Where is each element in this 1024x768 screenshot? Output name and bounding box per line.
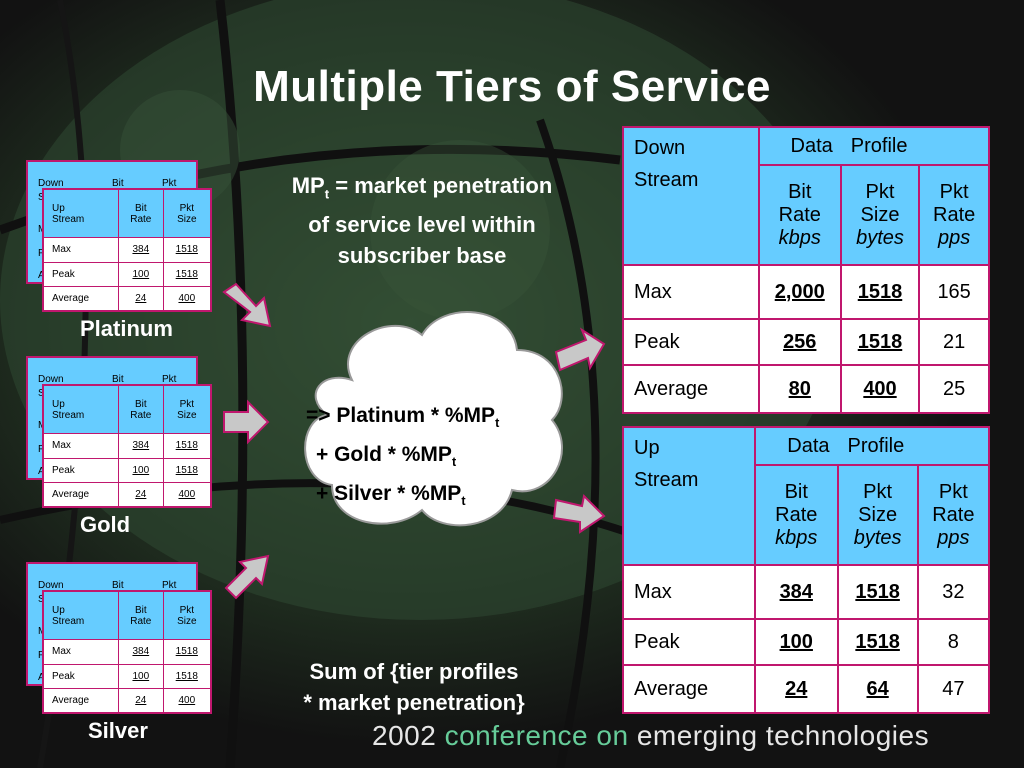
mini-back-p: P [38,650,45,661]
mp-rest: = market penetration [329,173,553,198]
cloud-sub2: t [451,455,457,470]
arrow-gold [223,399,270,445]
table-row: Peak 100 1518 8 [622,618,991,666]
mini-back-l2: S [38,388,45,399]
mini-bit-rate: Bit Rate [118,590,164,641]
sum-line1: Sum of {tier profiles [309,659,519,684]
arrow-to-downstream [554,327,606,372]
mp-line2: of service level within [308,212,536,238]
mini-back-c2: Pkt [162,178,177,189]
mini-bit-rate: Bit Rate [118,188,164,239]
bit-rate-header: Bit Rate kbps [754,464,839,566]
mini-back-l2: S [38,192,45,203]
mini-back-a: A [38,466,45,477]
tier-label: Platinum [80,316,173,341]
bit-rate-header: Bit Rate kbps [757,164,842,266]
arrow-platinum [222,282,272,328]
mini-back-a: A [38,270,45,281]
mp-sub: t [324,186,330,202]
mini-back-p: P [38,444,45,455]
mini-head-label: Up Stream [42,188,119,239]
downstream-table: Down Stream Data Profile Bit Rate kbps Pkt S… [622,126,991,414]
cloud-sub1: t [495,416,500,431]
arrow-to-upstream [552,493,606,534]
tier-label: Gold [80,512,131,537]
mini-row: Average 24 400 [42,286,212,312]
footer-end: emerging technologies [636,720,930,751]
pkt-size-header: Pkt Size bytes [836,464,919,566]
mini-row: Peak 100 1518 [42,663,212,690]
mini-row: Average 24 400 [42,482,212,508]
footer-middle: conference on [436,720,637,751]
mini-head-label: Up Stream [42,384,119,435]
arrow-silver [224,554,270,600]
mini-upstream-table: Up Stream Bit Rate Pkt Size Max 384 1518 Peak 100 1… [42,188,212,312]
table-row: Average 80 400 25 [622,364,990,414]
mini-pkt-size: Pkt Size [162,384,212,435]
table-row: Average 24 64 47 [622,664,991,714]
mini-head-label: Up Stream [42,590,119,641]
table-row: Peak 256 1518 21 [622,318,990,366]
mini-back-p: P [38,248,45,259]
cloud-sub3: t [461,494,466,509]
data-header: Data [757,126,841,166]
mini-pkt-size: Pkt Size [162,188,212,239]
mini-row: Peak 100 1518 [42,457,212,484]
mini-back-c1: Bit [112,580,124,591]
mini-back-c2: Pkt [162,374,177,385]
cloud-shape [304,311,563,527]
mini-pkt-size: Pkt Size [162,590,212,641]
table-row: Max 384 1518 32 [622,564,991,620]
cloud-formula: => Platinum * %MPt + Gold * %MPt + Silve… [306,400,556,518]
upstream-label: Up Stream [622,426,756,566]
pkt-rate-header: Pkt Rate pps [916,464,991,566]
profile-header: Profile [840,126,991,166]
mp-lead: MP [291,173,325,198]
mini-back-l1: Down [38,374,64,385]
sum-line2: * market penetration} [303,690,525,715]
mp-definition: MPt = market penetration of service leve… [262,170,582,271]
slide-title: Multiple Tiers of Service [253,62,771,111]
mini-row: Max 384 1518 [42,639,212,665]
sum-text: Sum of {tier profiles * market penetrati… [274,656,554,718]
mini-upstream-table: Up Stream Bit Rate Pkt Size Max 384 1518 Peak 100 1… [42,590,212,714]
pkt-size-header: Pkt Size bytes [839,164,921,266]
mini-back-l1: Down [38,580,64,591]
cloud-line2: + Gold * %MP [316,443,452,467]
pkt-rate-header: Pkt Rate pps [918,164,990,266]
tier-label: Silver [88,718,148,743]
mp-line3: subscriber base [337,243,507,269]
cloud-line1: => Platinum * %MP [306,404,496,427]
profile-header: Profile [837,426,991,466]
mini-row: Max 384 1518 [42,237,212,263]
mini-back-l1: Down [38,178,64,189]
mini-back-c2: Pkt [162,580,177,591]
mini-back-l2: S [38,594,45,605]
mini-back-c1: Bit [112,374,124,385]
mini-back-a: A [38,672,45,683]
footer-branding: 2002 conference on emerging technologies [372,720,929,752]
mini-row: Max 384 1518 [42,433,212,459]
table-row: Max 2,000 1518 165 [622,264,990,320]
mini-back-c1: Bit [112,178,124,189]
mini-upstream-table: Up Stream Bit Rate Pkt Size Max 384 1518 Peak 100 1… [42,384,212,508]
mini-row: Average 24 400 [42,688,212,714]
cloud-line3: + Silver * %MP [316,482,462,506]
downstream-label: Down Stream [622,126,760,266]
data-header: Data [754,426,838,466]
mini-row: Peak 100 1518 [42,261,212,288]
upstream-table: Up Stream Data Profile Bit Rate kbps Pkt Siz… [622,426,991,714]
mini-bit-rate: Bit Rate [118,384,164,435]
footer-year: 2002 [372,720,437,751]
